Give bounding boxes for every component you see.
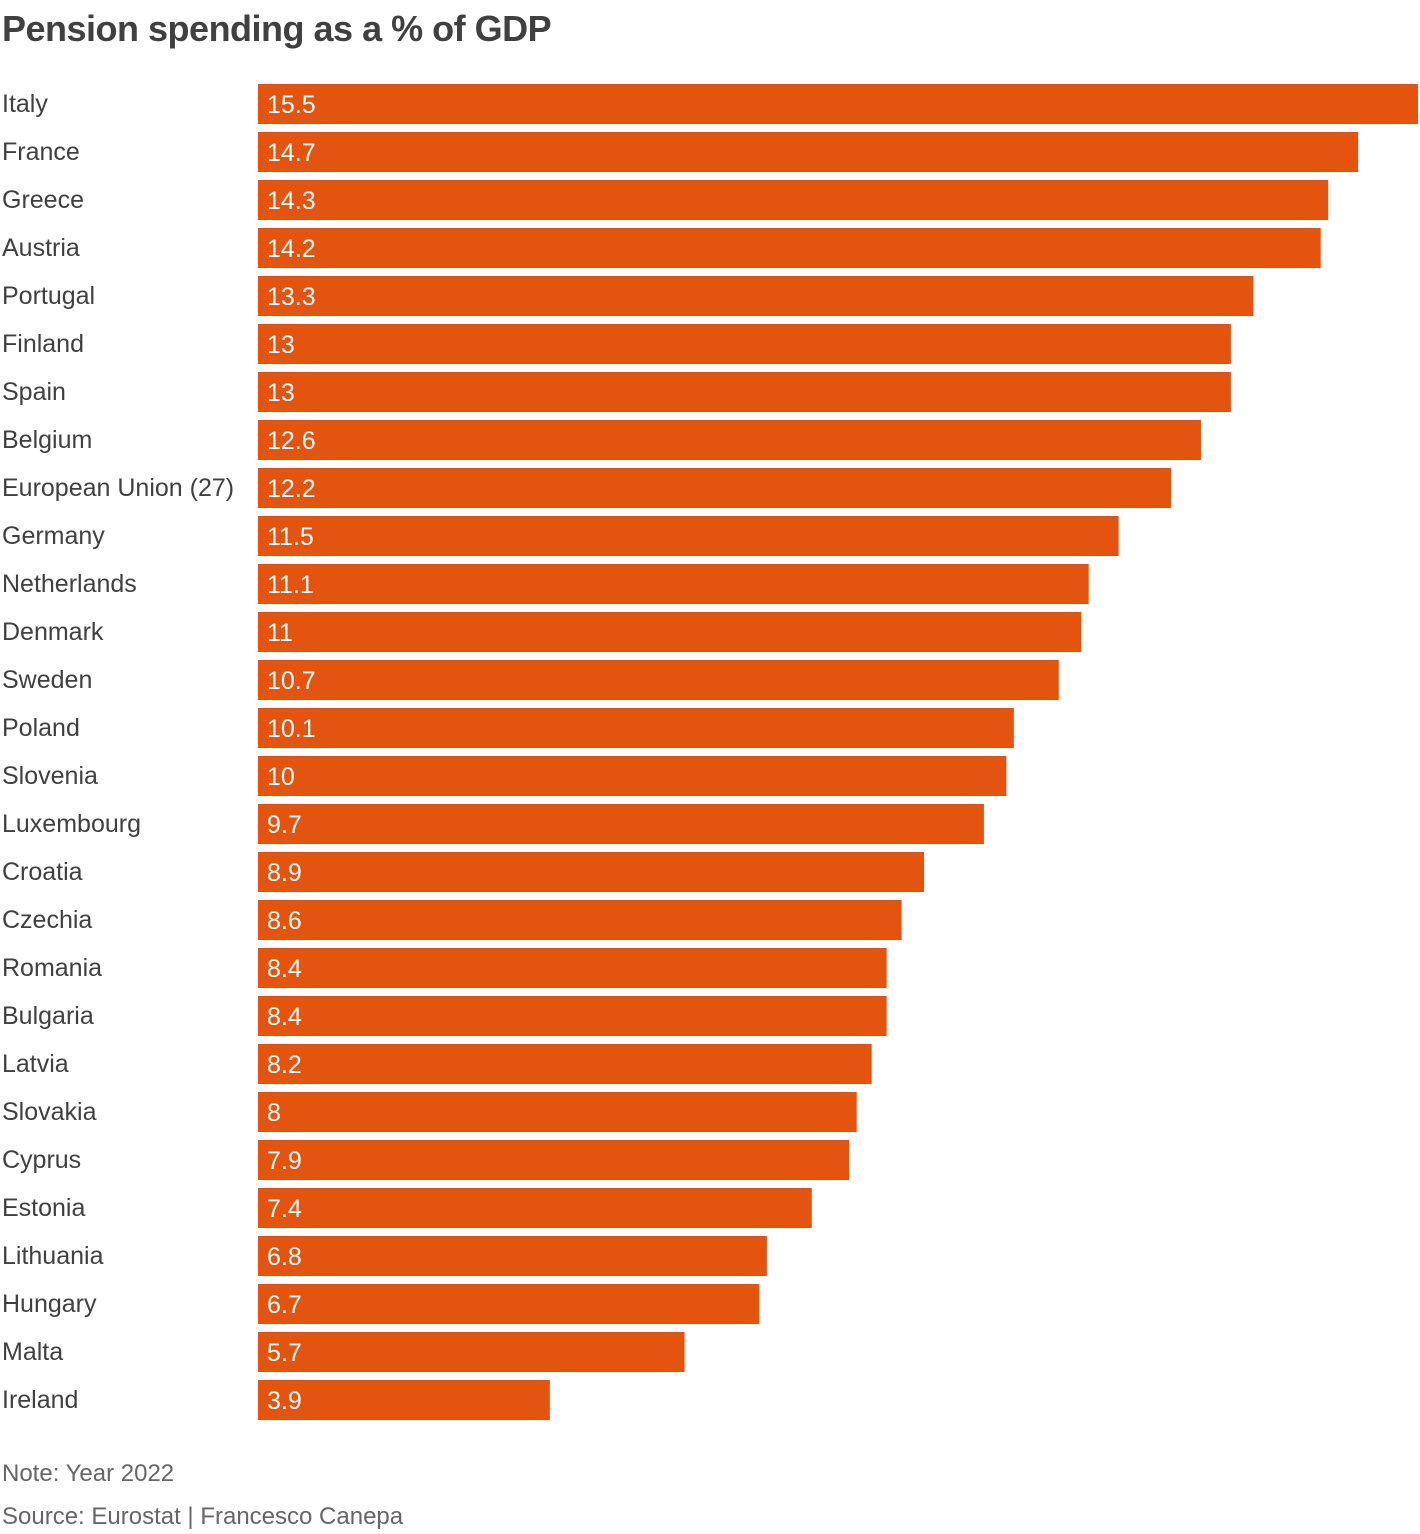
value-label: 6.7 <box>267 1291 302 1319</box>
value-label: 9.7 <box>267 811 302 839</box>
value-label: 14.3 <box>267 187 316 215</box>
bar <box>258 276 1254 316</box>
value-label: 8.2 <box>267 1051 302 1079</box>
value-label: 7.9 <box>267 1147 302 1175</box>
category-label: Croatia <box>2 858 83 886</box>
value-label: 10 <box>267 763 295 791</box>
category-label: France <box>2 138 80 166</box>
bar-chart: Italy 15.5 France 14.7 Greece 14.3 Austria 14.2… <box>2 84 1418 1420</box>
bar <box>258 756 1007 796</box>
category-label: Denmark <box>2 618 104 646</box>
category-label: Netherlands <box>2 570 137 598</box>
category-label: Czechia <box>2 906 92 934</box>
category-label: Hungary <box>2 1290 97 1318</box>
category-label: Austria <box>2 234 80 262</box>
bar <box>258 564 1089 604</box>
category-label: Romania <box>2 954 102 982</box>
bar <box>258 900 902 940</box>
value-label: 8.4 <box>267 1003 302 1031</box>
value-label: 3.9 <box>267 1387 302 1415</box>
bar <box>258 132 1359 172</box>
value-label: 11.1 <box>267 571 314 599</box>
value-label: 10.7 <box>267 667 316 695</box>
category-label: Greece <box>2 186 84 214</box>
value-label: 12.6 <box>267 427 316 455</box>
value-label: 8.6 <box>267 907 302 935</box>
category-label: Spain <box>2 378 66 406</box>
category-label: Estonia <box>2 1194 85 1222</box>
footer-source: Source: Eurostat | Francesco Canepa <box>2 1503 404 1530</box>
value-label: 8 <box>267 1099 281 1127</box>
footer-note: Note: Year 2022 <box>2 1460 175 1487</box>
category-label: Finland <box>2 330 84 358</box>
value-label: 12.2 <box>267 475 316 503</box>
bar <box>258 1140 850 1180</box>
category-label: Belgium <box>2 426 92 454</box>
bar <box>258 660 1059 700</box>
value-label: 13.3 <box>267 283 316 311</box>
category-label: Latvia <box>2 1050 69 1078</box>
value-label: 11.5 <box>267 523 314 551</box>
value-label: 11 <box>267 619 293 647</box>
bar <box>258 852 925 892</box>
value-label: 10.1 <box>267 715 316 743</box>
bar <box>258 1236 767 1276</box>
bar <box>258 1380 550 1420</box>
bar <box>258 708 1014 748</box>
bars-group: Italy 15.5 France 14.7 Greece 14.3 Austria 14.2… <box>2 84 1418 1420</box>
value-label: 13 <box>267 379 295 407</box>
category-label: Lithuania <box>2 1242 104 1270</box>
value-label: 15.5 <box>267 91 316 119</box>
bar <box>258 468 1172 508</box>
value-label: 14.7 <box>267 139 316 167</box>
category-label: Italy <box>2 90 48 118</box>
value-label: 7.4 <box>267 1195 302 1223</box>
bar <box>258 1332 685 1372</box>
bar <box>258 180 1329 220</box>
category-label: Sweden <box>2 666 92 694</box>
bar <box>258 996 887 1036</box>
value-label: 8.9 <box>267 859 302 887</box>
category-label: Portugal <box>2 282 95 310</box>
value-label: 8.4 <box>267 955 302 983</box>
category-label: Cyprus <box>2 1146 81 1174</box>
bar <box>258 228 1321 268</box>
bar <box>258 948 887 988</box>
category-label: European Union (27) <box>2 474 234 502</box>
category-label: Poland <box>2 714 80 742</box>
bar <box>258 1188 812 1228</box>
chart-title: Pension spending as a % of GDP <box>2 8 552 49</box>
bar <box>258 372 1231 412</box>
category-label: Ireland <box>2 1386 78 1414</box>
category-label: Slovenia <box>2 762 98 790</box>
bar <box>258 612 1082 652</box>
bar <box>258 1044 872 1084</box>
bar <box>258 516 1119 556</box>
bar <box>258 804 984 844</box>
category-label: Bulgaria <box>2 1002 94 1030</box>
category-label: Germany <box>2 522 105 550</box>
category-label: Luxembourg <box>2 810 141 838</box>
bar <box>258 420 1201 460</box>
bar <box>258 1284 760 1324</box>
category-label: Malta <box>2 1338 63 1366</box>
value-label: 5.7 <box>267 1339 302 1367</box>
value-label: 14.2 <box>267 235 316 263</box>
bar <box>258 324 1231 364</box>
category-label: Slovakia <box>2 1098 97 1126</box>
value-label: 6.8 <box>267 1243 302 1271</box>
bar <box>258 1092 857 1132</box>
value-label: 13 <box>267 331 295 359</box>
bar <box>258 84 1418 124</box>
